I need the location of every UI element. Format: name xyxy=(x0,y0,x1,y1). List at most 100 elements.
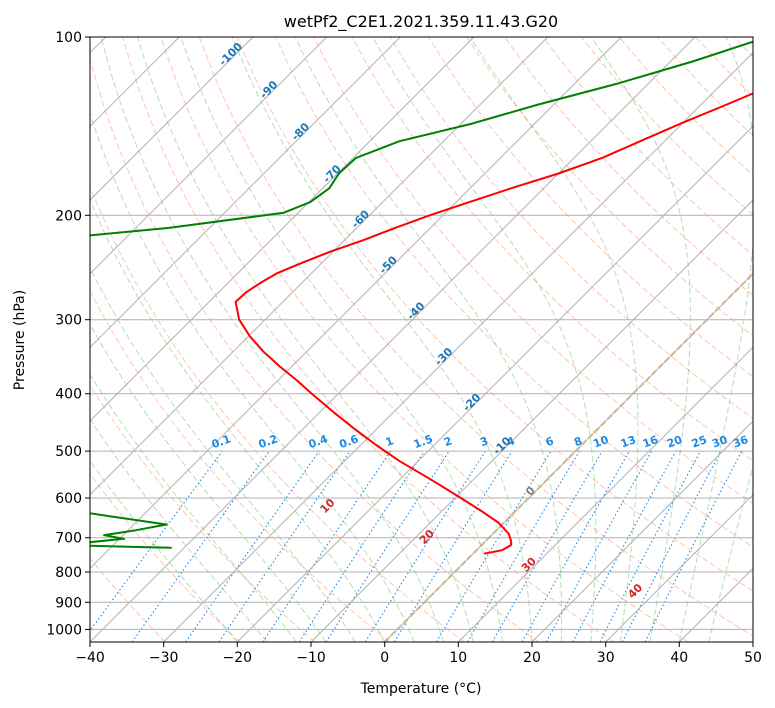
isotherm-line xyxy=(163,51,753,642)
moist-adiabat-line xyxy=(180,37,503,642)
moist-adiabat-line xyxy=(137,37,474,642)
isotherm-line xyxy=(605,493,753,642)
mixing-ratio-line xyxy=(325,450,450,642)
moist-adiabat-line xyxy=(678,37,753,642)
plot-frame xyxy=(89,36,754,643)
isotherm-line xyxy=(90,37,401,349)
mixing-ratio-label: 8 xyxy=(572,434,584,449)
mixing-ratio-label: 10 xyxy=(591,433,610,451)
dry-adiabat-line xyxy=(90,384,316,642)
isotherm-line xyxy=(90,37,254,201)
mixing-ratio-label: 25 xyxy=(690,433,709,450)
mixing-ratio-label: 1 xyxy=(384,434,396,449)
y-tick-label: 300 xyxy=(55,313,82,329)
dry-adiabat-line xyxy=(504,37,753,296)
mixing-ratio-line xyxy=(185,450,320,642)
isotherm-line xyxy=(90,37,549,496)
y-tick-label: 400 xyxy=(55,387,82,403)
isotherm-line xyxy=(90,37,622,570)
axis-ticks: −40 −30 −20 −10 0 10 20 30 40 5010020030040050060… xyxy=(46,30,762,666)
dry-adiabat-line xyxy=(389,37,753,420)
dry-adiabats xyxy=(90,37,753,642)
moist-adiabat-line xyxy=(100,37,445,642)
x-tick-label: 0 xyxy=(380,650,389,666)
mixing-ratio-label: 30 xyxy=(710,433,729,451)
dry-adiabat-line xyxy=(275,37,753,548)
mixing-ratio-label: 36 xyxy=(731,433,750,451)
mixing-ratio-label: 0.6 xyxy=(338,432,361,451)
moist-adiabat-line xyxy=(90,459,238,642)
x-tick-label: −40 xyxy=(75,650,105,666)
mixing-ratio-label: 16 xyxy=(641,433,660,451)
chart-title: wetPf2_C2E1.2021.359.11.43.G20 xyxy=(284,12,558,32)
y-tick-label: 900 xyxy=(55,595,82,611)
mixing-ratio-line xyxy=(545,450,653,642)
pressure-gridlines xyxy=(90,37,753,630)
mixing-ratio-line xyxy=(521,450,630,642)
x-tick-label: −30 xyxy=(149,650,179,666)
mixing-ratio-line xyxy=(393,450,513,642)
x-axis-label: Temperature (°C) xyxy=(360,681,482,697)
moist-adiabat-line xyxy=(90,323,327,642)
mixing-ratio-label: 0.1 xyxy=(210,432,233,451)
moist-adiabat-line xyxy=(231,37,533,642)
moist-adiabat-line xyxy=(294,37,563,642)
x-tick-label: −10 xyxy=(296,650,326,666)
dry-adiabat-line xyxy=(122,37,614,642)
zero-isotherm-line xyxy=(383,272,753,642)
dry-adiabat-line xyxy=(160,37,689,642)
mixing-ratio-line xyxy=(262,450,392,642)
moist-adiabat-line xyxy=(469,37,639,642)
mixing-ratio-line xyxy=(131,450,270,642)
moist-adiabat-line xyxy=(90,373,297,642)
dry-adiabat-line xyxy=(237,37,753,592)
y-tick-label: 600 xyxy=(55,491,82,507)
mixing-ratio-line xyxy=(90,450,223,632)
x-tick-label: 20 xyxy=(523,650,541,666)
x-tick-label: 10 xyxy=(449,650,467,666)
mixing-ratio-label: 3 xyxy=(478,434,490,449)
y-axis-label: Pressure (hPa) xyxy=(12,290,28,390)
dry-adiabat-line xyxy=(90,557,166,642)
moist-adiabat-line xyxy=(90,266,356,642)
dry-adiabat-line xyxy=(351,37,753,462)
x-tick-label: 30 xyxy=(597,650,615,666)
dry-adiabat-line xyxy=(90,290,390,642)
dry-adiabat-line xyxy=(90,472,241,642)
moist-adiabats xyxy=(90,37,753,642)
moist-adiabat-line xyxy=(372,37,597,642)
dewpoint-profile-line xyxy=(90,40,753,549)
plot-background xyxy=(90,37,753,642)
dry-adiabat-line xyxy=(90,185,465,642)
y-tick-label: 1000 xyxy=(46,622,82,638)
x-tick-label: 40 xyxy=(670,650,688,666)
mixing-ratio-label: 0.2 xyxy=(257,432,280,451)
mixing-ratio-line xyxy=(298,450,425,642)
moist-adiabat-line xyxy=(90,198,386,642)
isotherm-line xyxy=(90,37,328,275)
mixing-ratio-label: 0.4 xyxy=(307,432,330,451)
y-tick-label: 500 xyxy=(55,444,82,460)
mixing-ratio-label: 4 xyxy=(505,434,517,449)
y-tick-label: 100 xyxy=(55,30,82,46)
moist-adiabat-line xyxy=(90,111,415,642)
y-tick-label: 200 xyxy=(55,208,82,224)
isotherm-gridlines xyxy=(90,37,753,642)
mixing-ratio-line xyxy=(644,450,743,642)
isotherm-line xyxy=(531,420,753,642)
mixing-ratio-line xyxy=(572,450,677,642)
isotherm-line xyxy=(90,37,696,642)
y-tick-label: 700 xyxy=(55,531,82,547)
mixing-ratio-line xyxy=(218,450,351,642)
mixing-ratio-lines xyxy=(90,450,743,642)
moist-adiabat-line xyxy=(590,37,691,642)
mixing-ratio-label: 2 xyxy=(442,434,454,449)
mixing-ratio-label: 6 xyxy=(544,434,556,449)
dry-adiabat-line xyxy=(90,56,540,642)
x-tick-label: −20 xyxy=(223,650,253,666)
y-tick-label: 800 xyxy=(55,565,82,581)
dry-adiabat-line xyxy=(313,37,753,505)
isotherm-line xyxy=(236,125,753,642)
x-tick-label: 50 xyxy=(744,650,762,666)
